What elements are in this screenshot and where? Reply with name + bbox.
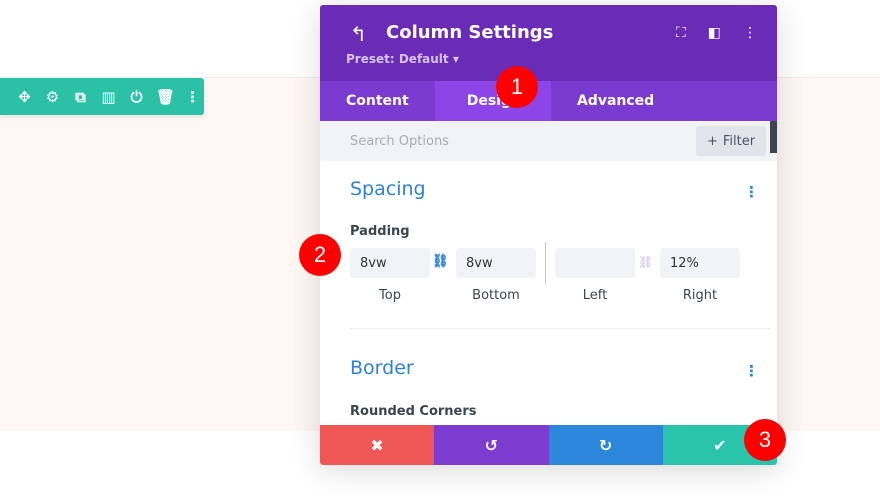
search-bar: +Filter <box>320 121 777 161</box>
padding-label: Padding <box>350 224 410 239</box>
padding-left-input[interactable] <box>555 248 635 278</box>
scrollbar[interactable] <box>770 121 777 153</box>
panel-footer: ✖ ↺ ↻ ✔ <box>320 425 777 465</box>
section-menu-icon[interactable]: ⋮ <box>744 183 759 201</box>
caption-left: Left <box>582 288 608 303</box>
section-divider <box>350 328 770 329</box>
panel-title: Column Settings <box>386 22 554 43</box>
caption-bottom: Bottom <box>472 288 520 303</box>
annotation-badge-3: 3 <box>744 419 786 461</box>
column-settings-panel: ↰ Column Settings Preset: Default ▾ ⛶ ◧ … <box>320 5 777 465</box>
filter-label: Filter <box>722 133 756 149</box>
filter-button[interactable]: + Filter <box>696 126 766 156</box>
move-icon[interactable]: ✥ <box>18 87 31 106</box>
cancel-button[interactable]: ✖ <box>320 425 435 465</box>
search-input[interactable] <box>320 121 680 161</box>
section-title-border[interactable]: Border <box>350 357 414 379</box>
divider <box>545 242 546 284</box>
plus-icon: + <box>706 133 718 149</box>
panel-header: ↰ Column Settings Preset: Default ▾ ⛶ ◧ … <box>320 5 777 81</box>
preset-dropdown[interactable]: Preset: Default ▾ <box>346 52 459 66</box>
gear-icon[interactable]: ⚙ <box>45 87 60 106</box>
tab-advanced[interactable]: Advanced <box>576 93 655 109</box>
columns-icon[interactable]: ▥ <box>101 87 116 106</box>
padding-bottom-input[interactable] <box>456 248 536 278</box>
more-options-icon[interactable]: ⋮ <box>743 25 757 41</box>
fullscreen-icon[interactable]: ⛶ <box>675 25 686 41</box>
padding-right-input[interactable] <box>660 248 740 278</box>
tab-content[interactable]: Content <box>346 93 409 109</box>
section-title-spacing[interactable]: Spacing <box>350 178 426 200</box>
rounded-corners-label: Rounded Corners <box>350 404 477 419</box>
power-icon[interactable]: ⏻ <box>130 87 143 106</box>
split-view-icon[interactable]: ◧ <box>707 25 721 41</box>
column-toolbar: ✥ ⚙ ⧉ ▥ ⏻ 🗑 ⋮ <box>0 78 204 115</box>
unlink-icon[interactable]: ⛓ <box>638 255 654 269</box>
back-icon[interactable]: ↰ <box>350 22 367 46</box>
padding-top-input[interactable] <box>350 248 430 278</box>
more-icon[interactable]: ⋮ <box>185 87 200 106</box>
redo-button[interactable]: ↻ <box>548 425 663 465</box>
caption-top: Top <box>379 288 401 303</box>
link-icon[interactable]: ⛓ <box>432 254 449 269</box>
trash-icon[interactable]: 🗑 <box>156 87 176 106</box>
tab-bar: Content Design Advanced <box>320 81 777 121</box>
duplicate-icon[interactable]: ⧉ <box>75 87 86 106</box>
section-menu-icon[interactable]: ⋮ <box>744 362 759 380</box>
caption-right: Right <box>682 288 718 303</box>
annotation-badge-1: 1 <box>496 66 538 108</box>
undo-button[interactable]: ↺ <box>434 425 549 465</box>
annotation-badge-2: 2 <box>299 234 341 276</box>
